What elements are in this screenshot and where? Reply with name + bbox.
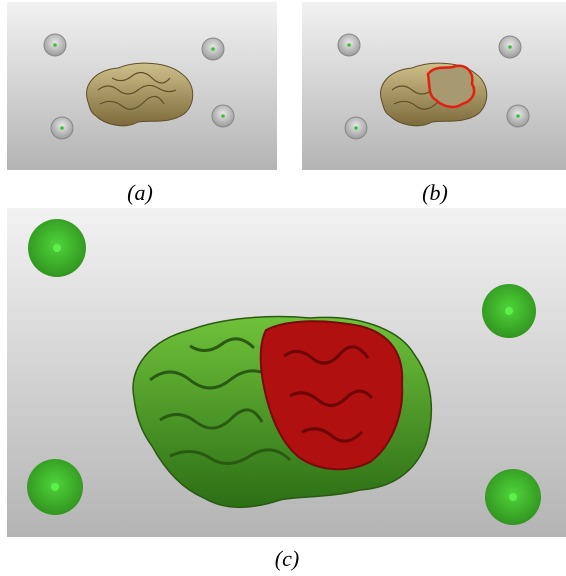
marker-center: [221, 114, 225, 118]
figure-canvas: (a) (b): [0, 0, 566, 576]
marker-center: [51, 483, 59, 491]
caption: (b): [422, 180, 448, 205]
panel-c: (c): [7, 208, 566, 571]
marker-center: [516, 114, 520, 118]
marker-center: [347, 43, 351, 47]
marker-center: [53, 43, 57, 47]
region-outline: [428, 66, 474, 107]
figure: (a) (b): [0, 0, 566, 576]
marker-center: [53, 244, 61, 252]
panel-a: (a): [7, 2, 277, 205]
marker-center: [354, 126, 358, 130]
caption: (a): [127, 180, 153, 205]
marker-center: [505, 307, 513, 315]
marker-center: [508, 45, 512, 49]
marker-center: [211, 47, 215, 51]
panel-b: (b): [302, 2, 566, 205]
caption: (c): [275, 546, 299, 571]
marker-center: [60, 126, 64, 130]
marker-center: [509, 493, 517, 501]
